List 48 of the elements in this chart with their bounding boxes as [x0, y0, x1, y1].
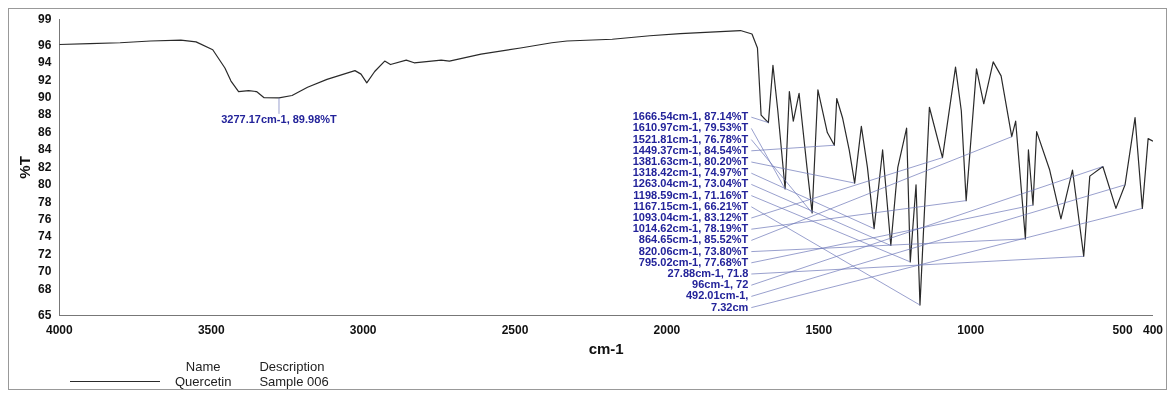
annotation: 3277.17cm-1, 89.98%T [221, 112, 338, 125]
x-tick-label: 3500 [197, 323, 225, 338]
text: Description [258, 359, 326, 374]
annotation: 1263.04cm-1, 73.04%T [632, 177, 749, 190]
y-tick-label: 76 [37, 212, 52, 227]
y-tick-label: 70 [37, 264, 52, 279]
annotation: 1318.42cm-1, 74.97%T [632, 166, 749, 179]
y-tick-label: 92 [37, 72, 52, 87]
y-tick-label: 88 [37, 107, 52, 122]
y-tick-label: 90 [37, 89, 52, 104]
x-tick-label: 3000 [349, 323, 377, 338]
x-tick-label: 1500 [805, 323, 833, 338]
text: Sample 006 [258, 374, 330, 389]
y-tick-label: 94 [37, 55, 52, 70]
y-tick-label: 65 [37, 307, 52, 322]
x-tick-label: 2000 [653, 323, 681, 338]
y-tick-label: 68 [37, 281, 52, 296]
y-tick-label: 86 [37, 124, 52, 139]
annotation: 1014.62cm-1, 78.19%T [632, 222, 749, 235]
x-tick-label: 4000 [46, 323, 74, 338]
legend-title: Name [184, 359, 222, 374]
x-tick-label: 2500 [501, 323, 529, 338]
annotation: 96cm-1, 72 [692, 278, 749, 291]
annotation: 1093.04cm-1, 83.12%T [632, 211, 749, 224]
annotation: 864.65cm-1, 85.52%T [638, 233, 749, 246]
annotation: 27.88cm-1, 71.8 [667, 267, 749, 280]
text: Quercetin [174, 374, 233, 389]
y-tick-label: 72 [37, 246, 52, 261]
y-tick-label: 82 [37, 159, 52, 174]
x-tick-label: 1000 [957, 323, 985, 338]
annotation: 1521.81cm-1, 76.78%T [632, 132, 749, 145]
y-tick-label: 78 [37, 194, 52, 209]
y-tick-label: 96 [37, 37, 52, 52]
x-axis-title: cm-1 [588, 340, 624, 358]
y-tick-label: 84 [37, 142, 52, 157]
annotation: 1198.59cm-1, 71.16%T [633, 188, 749, 201]
y-tick-label: 99 [37, 11, 52, 26]
y-tick-label: 80 [37, 177, 52, 192]
annotation: 1666.54cm-1, 87.14%T [632, 110, 749, 123]
annotation: 7.32cm [711, 300, 749, 313]
y-tick-label: 74 [37, 229, 52, 244]
annotation: 492.01cm-1, [685, 289, 749, 302]
annotation: 820.06cm-1, 73.80%T [638, 244, 749, 257]
x-tick-label: 400 [1142, 323, 1164, 338]
x-tick-label: 500 [1112, 323, 1133, 338]
annotation: 1610.97cm-1, 79.53%T [632, 121, 749, 134]
annotation: 1381.63cm-1, 80.20%T [632, 155, 749, 168]
y-axis-title: %T [16, 156, 34, 179]
